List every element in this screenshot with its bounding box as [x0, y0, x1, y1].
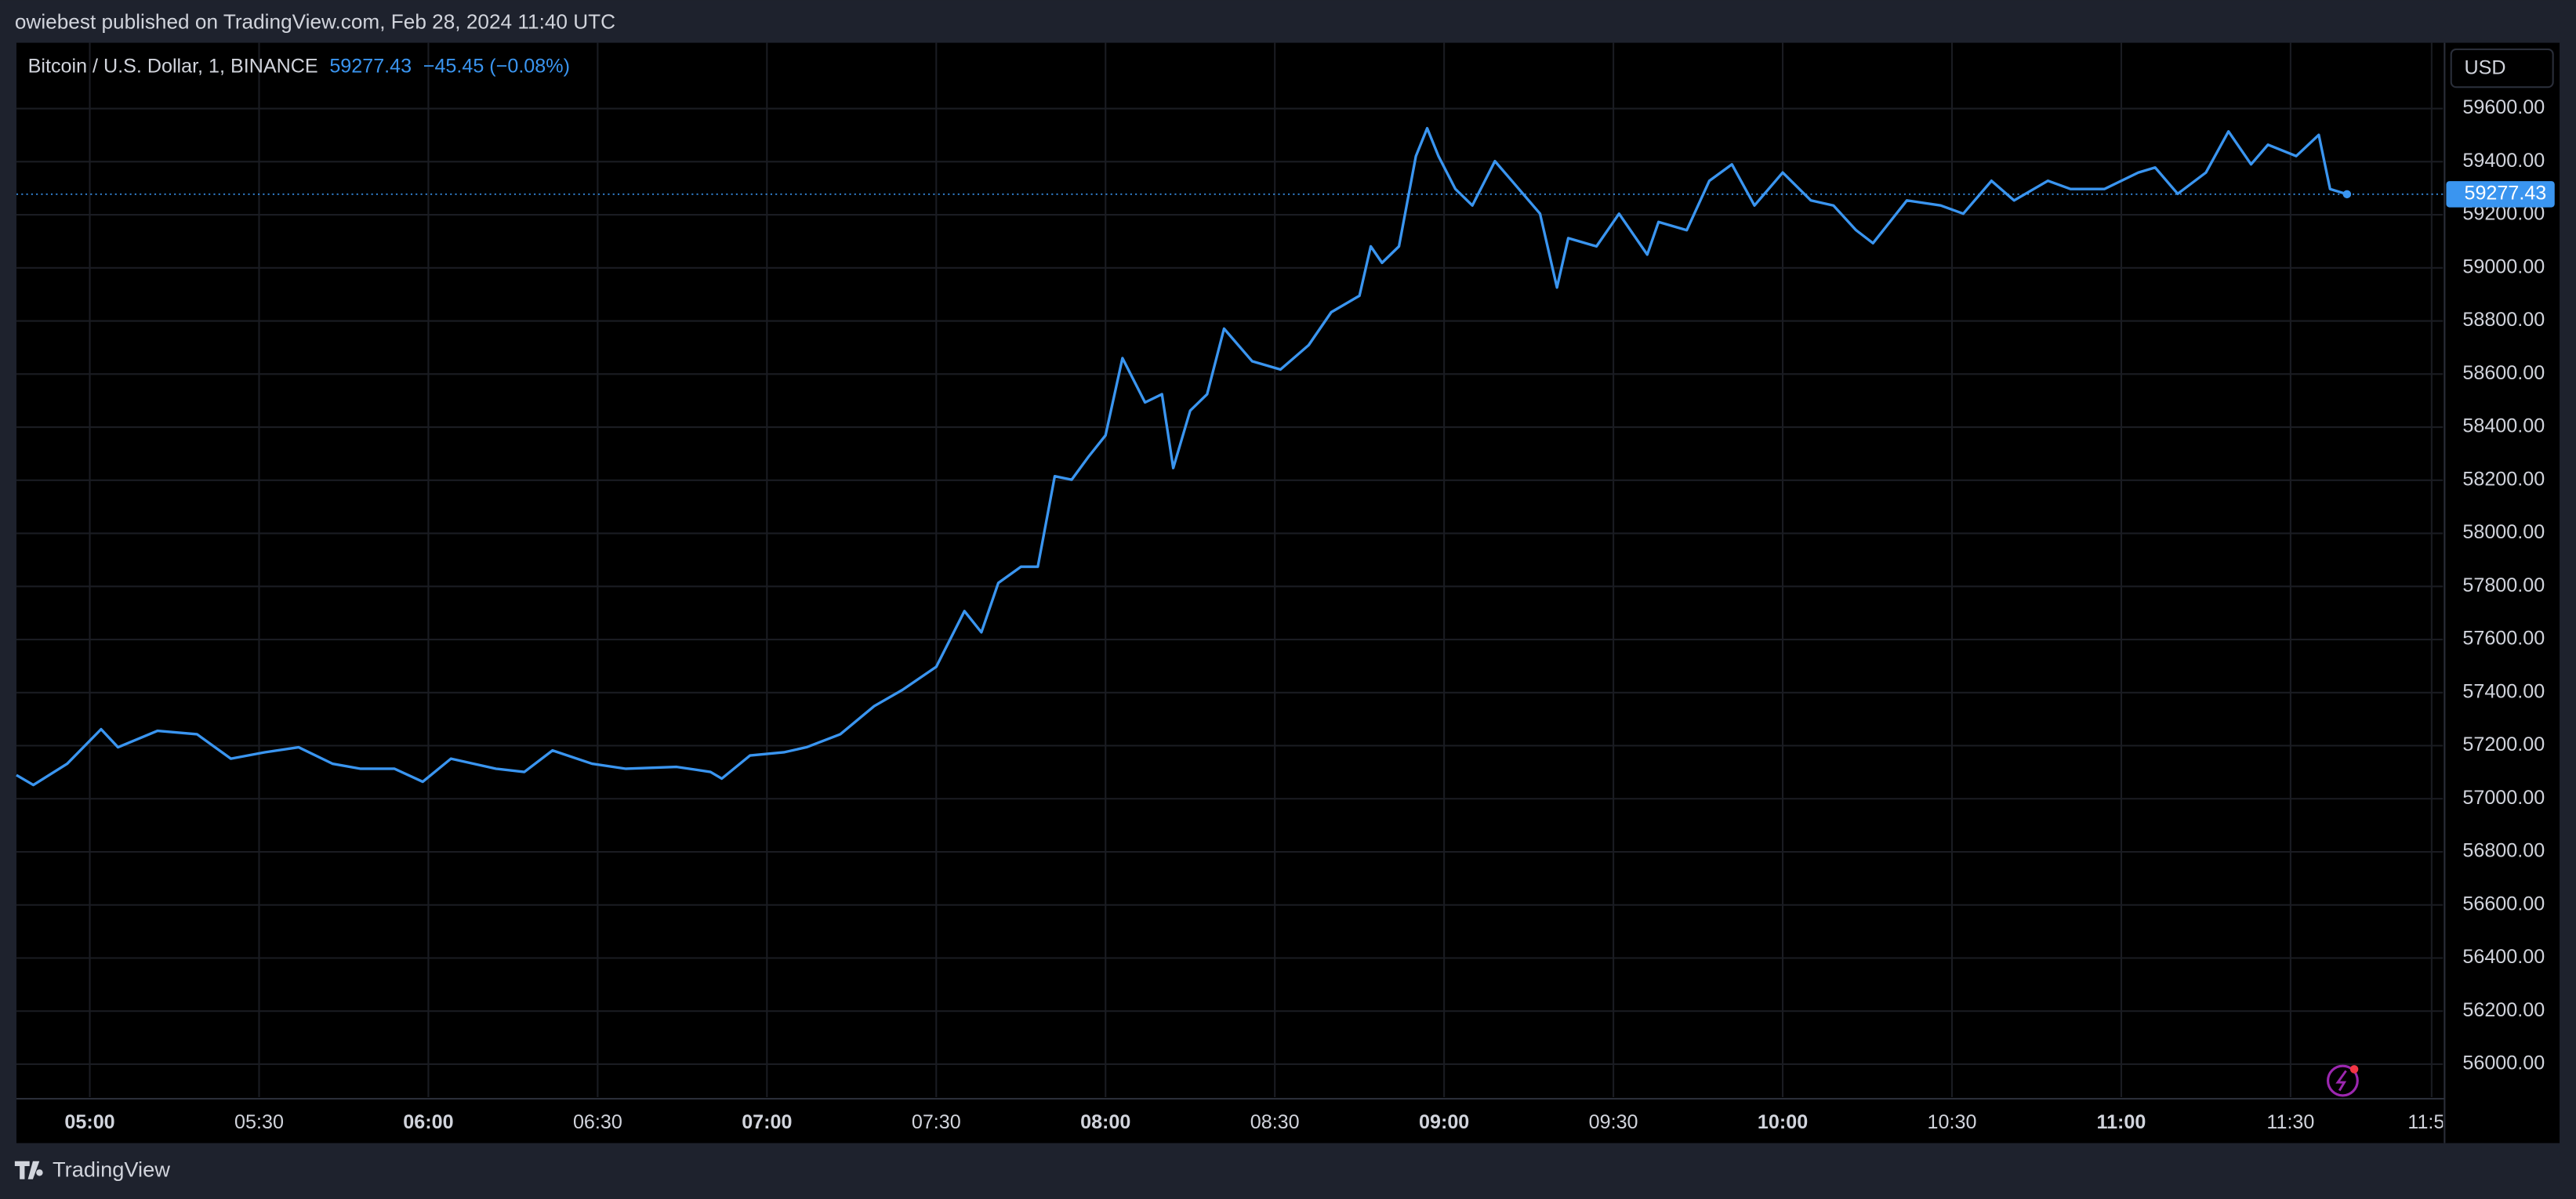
x-tick-label: 10:30: [1928, 1111, 1977, 1133]
last-point: [2342, 190, 2352, 199]
alert-icon[interactable]: [2326, 1064, 2359, 1097]
x-tick-label: 09:30: [1589, 1111, 1638, 1133]
x-tick-label: 11:00: [2097, 1111, 2146, 1133]
alert-dot: [2349, 1065, 2359, 1074]
y-tick-label: 57200.00: [2462, 734, 2545, 755]
x-tick-label: 09:00: [1419, 1111, 1469, 1133]
y-tick-label: 56000.00: [2462, 1052, 2545, 1074]
plot: [16, 126, 2444, 787]
x-tick-label: 05:30: [234, 1111, 284, 1133]
y-tick-label: 59600.00: [2462, 96, 2545, 118]
last-price-tag: [2446, 181, 2555, 208]
y-tick-label: 56800.00: [2462, 840, 2545, 862]
y-tick-label: 56400.00: [2462, 946, 2545, 968]
alert-bolt: [2335, 1070, 2347, 1092]
price-change: −45.45 (−0.08%): [423, 56, 570, 78]
y-tick-label: 59400.00: [2462, 150, 2545, 172]
grid: [16, 42, 2444, 1097]
last-price: 59277.43: [329, 56, 412, 78]
y-tick-label: 58000.00: [2462, 521, 2545, 543]
y-tick-label: 58800.00: [2462, 309, 2545, 331]
y-tick-label: 57800.00: [2462, 574, 2545, 596]
y-tick-label: 57400.00: [2462, 680, 2545, 702]
x-tick-label: 05:00: [64, 1111, 114, 1133]
x-tick-label: 07:30: [912, 1111, 961, 1133]
x-tick-label: 07:00: [742, 1111, 792, 1133]
x-tick-label: 11:55: [2407, 1111, 2455, 1133]
x-tick-label: 06:00: [403, 1111, 453, 1133]
x-tick-label: 11:30: [2266, 1111, 2314, 1133]
x-tick-label: 06:30: [573, 1111, 622, 1133]
y-tick-label: 57000.00: [2462, 787, 2545, 809]
y-tick-label: 58400.00: [2462, 415, 2545, 437]
y-tick-label: 56200.00: [2462, 999, 2545, 1021]
currency-label: USD: [2464, 57, 2505, 79]
y-tick-label: 59000.00: [2462, 255, 2545, 277]
y-tick-label: 58600.00: [2462, 362, 2545, 384]
last-price-tag-label: 59277.43: [2464, 182, 2546, 204]
y-tick-label: 58200.00: [2462, 468, 2545, 490]
x-tick-label: 08:30: [1250, 1111, 1300, 1133]
chart-area: [16, 42, 2560, 1143]
x-tick-label: 10:00: [1758, 1111, 1808, 1133]
y-tick-label: 57600.00: [2462, 628, 2545, 650]
price-line: [16, 126, 2348, 787]
x-tick-label: 08:00: [1080, 1111, 1130, 1133]
currency-button[interactable]: [2450, 48, 2554, 89]
brand-name: TradingView: [53, 1157, 170, 1181]
y-tick-label: 56600.00: [2462, 893, 2545, 915]
brand-logo: [14, 1161, 43, 1179]
symbol-title: Bitcoin / U.S. Dollar, 1, BINANCE: [28, 56, 318, 78]
published-note: owiebest published on TradingView.com, F…: [15, 9, 615, 33]
